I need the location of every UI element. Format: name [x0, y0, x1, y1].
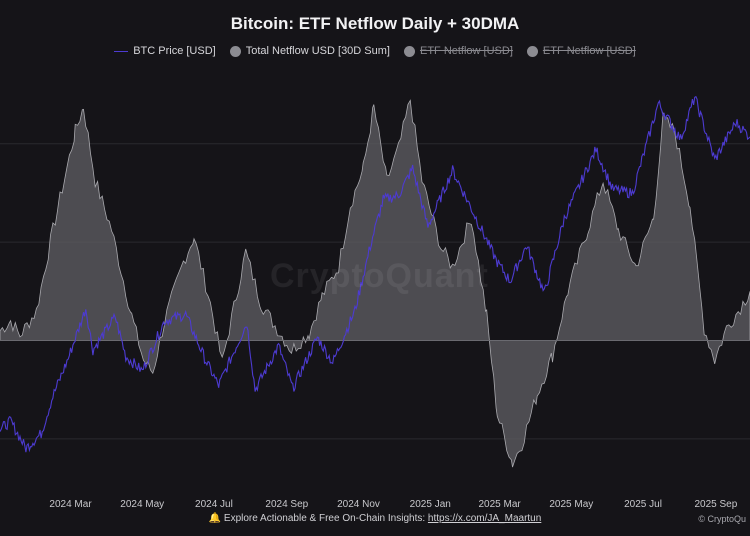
legend: BTC Price [USD] Total Netflow USD [30D S…	[0, 45, 750, 57]
legend-swatch-line	[114, 50, 129, 52]
legend-label: ETF Netflow [USD]	[542, 45, 636, 57]
legend-label: Total Netflow USD [30D Sum]	[245, 45, 390, 57]
legend-item-etf-netflow-2[interactable]: ETF Netflow [USD]	[526, 45, 636, 57]
x-tick-label: 2025 Jan	[410, 499, 451, 510]
legend-label: ETF Netflow [USD]	[419, 45, 513, 57]
legend-swatch-dot	[526, 45, 538, 57]
netflow-area	[0, 99, 750, 468]
legend-label: BTC Price [USD]	[133, 45, 216, 57]
chart-title: Bitcoin: ETF Netflow Daily + 30DMA	[230, 14, 520, 33]
btc-price-line	[0, 95, 750, 453]
x-tick-label: 2025 Jul	[624, 499, 662, 510]
x-tick-label: 2025 Mar	[478, 499, 521, 510]
x-tick-label: 2024 Jul	[195, 499, 233, 510]
legend-item-btc-price[interactable]: BTC Price [USD]	[114, 45, 216, 57]
legend-item-total-netflow[interactable]: Total Netflow USD [30D Sum]	[229, 45, 390, 57]
x-tick-label: 2025 Sep	[694, 499, 737, 510]
legend-item-etf-netflow[interactable]: ETF Netflow [USD]	[403, 45, 513, 57]
footer: 🔔 Explore Actionable & Free On-Chain Ins…	[0, 513, 750, 524]
x-tick-label: 2025 May	[549, 499, 593, 510]
copyright: © CryptoQu	[698, 514, 746, 524]
legend-swatch-dot	[229, 45, 241, 57]
chart-plot-area[interactable]: 2024 Mar 2024 May 2024 Jul 2024 Sep 2024 Nov…	[0, 0, 750, 512]
x-tick-label: 2024 Mar	[49, 499, 92, 510]
x-tick-label: 2024 Sep	[265, 499, 308, 510]
footer-text: Explore Actionable & Free On-Chain Insig…	[223, 513, 428, 524]
x-tick-label: 2024 May	[120, 499, 164, 510]
bell-icon: 🔔	[208, 513, 222, 524]
legend-swatch-dot	[403, 45, 415, 57]
x-tick-label: 2024 Nov	[337, 499, 380, 510]
footer-link[interactable]: https://x.com/JA_Maartun	[427, 513, 542, 524]
